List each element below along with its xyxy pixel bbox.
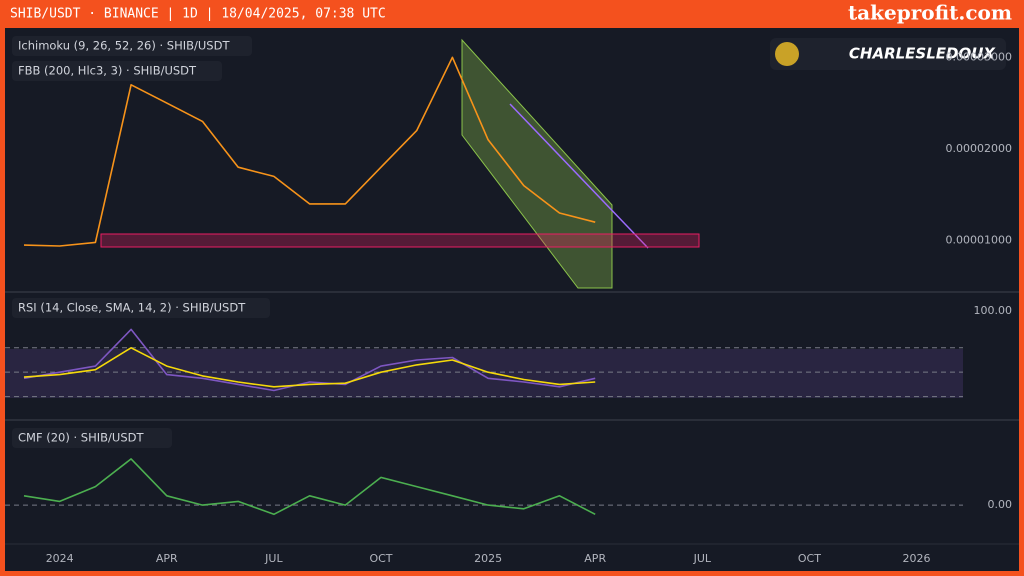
series-line	[23, 347, 596, 388]
y-tick-label: 0.00003000	[946, 50, 1012, 63]
support-zone	[100, 233, 700, 248]
x-tick-label: JUL	[693, 552, 712, 565]
legend-bg	[12, 61, 222, 81]
indicator-label: Ichimoku (9, 26, 52, 26) · SHIB/USDT	[18, 39, 230, 53]
x-tick-label: 2024	[46, 552, 74, 565]
y-tick-label: 0.00002000	[946, 142, 1012, 155]
watermark-bg	[770, 38, 1006, 70]
y-tick-label: 0.00001000	[946, 234, 1012, 247]
series-line	[23, 328, 596, 392]
series-line	[23, 458, 596, 516]
indicator-label: RSI (14, Close, SMA, 14, 2) · SHIB/USDT	[18, 301, 246, 315]
y-tick-label: 0.00	[988, 498, 1013, 511]
indicator-label: CMF (20) · SHIB/USDT	[18, 431, 144, 445]
legend-bg	[12, 36, 252, 56]
x-tick-label: OCT	[798, 552, 821, 565]
x-tick-label: 2025	[474, 552, 502, 565]
channel	[461, 38, 613, 289]
x-tick-label: APR	[584, 552, 606, 565]
rsi-band	[5, 349, 963, 398]
x-tick-label: JUL	[264, 552, 283, 565]
series-line	[23, 56, 596, 247]
legend-bg	[12, 428, 172, 448]
trend-line	[509, 103, 649, 249]
x-tick-label: OCT	[369, 552, 392, 565]
indicator-label: FBB (200, Hlc3, 3) · SHIB/USDT	[18, 64, 197, 78]
header-title: SHIB/USDT · BINANCE | 1D | 18/04/2025, 0…	[10, 7, 386, 22]
watermark: CHARLESLEDOUX	[849, 45, 997, 63]
x-tick-label: 2026	[903, 552, 931, 565]
marks: 2024 APR JUL OCT 2025 APR JUL OCT 2026 0.00001000…	[5, 50, 1012, 565]
x-tick-label: APR	[156, 552, 178, 565]
legend-bg	[12, 298, 270, 318]
avatar	[775, 42, 799, 66]
brand: takeprofit.com	[848, 1, 1012, 25]
y-tick-label: 100.00	[974, 304, 1013, 317]
